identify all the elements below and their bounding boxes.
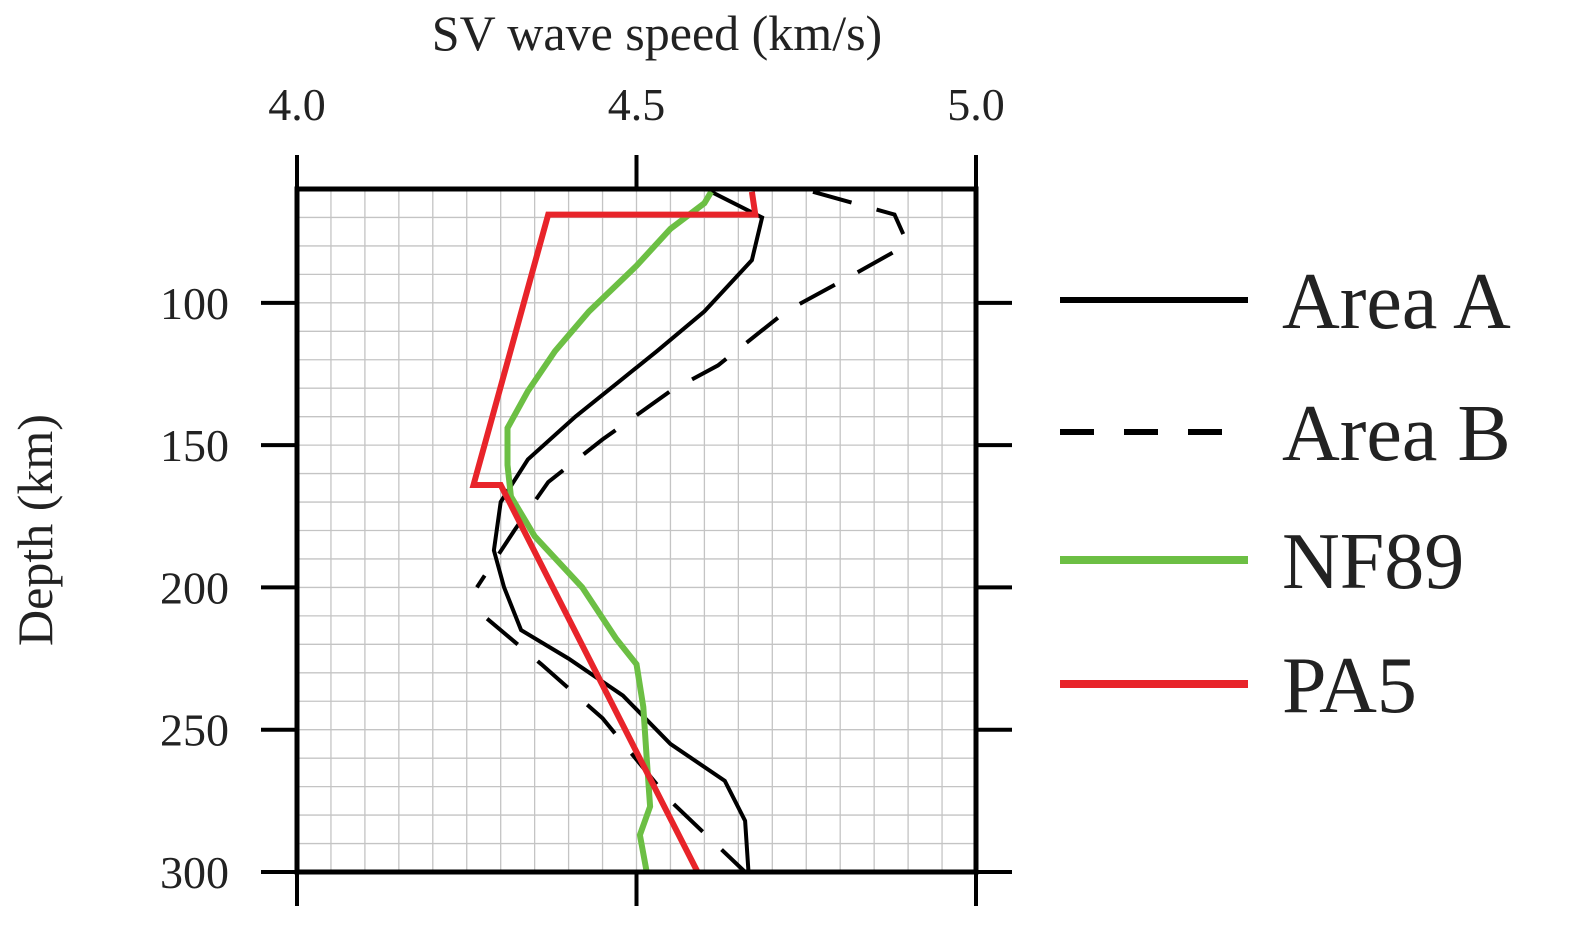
legend-label: PA5: [1282, 642, 1417, 730]
legend-label: Area B: [1282, 390, 1511, 478]
y-tick-label: 150: [160, 420, 229, 471]
y-axis-title: Depth (km): [7, 414, 63, 646]
series-line-area-b: [475, 189, 907, 874]
x-tick-label: 5.0: [947, 79, 1005, 130]
x-axis-title: SV wave speed (km/s): [432, 5, 882, 61]
y-tick-label: 100: [160, 278, 229, 329]
x-tick-label: 4.5: [608, 79, 666, 130]
x-tick-label: 4.0: [268, 79, 326, 130]
series-line-area-a: [491, 190, 765, 873]
grid-lines: [297, 189, 976, 872]
series-line-pa5: [469, 191, 759, 874]
legend-label: NF89: [1282, 518, 1464, 606]
axis-ticks: 4.0 4.5 5.0 100 150 200 250 300: [160, 79, 1012, 906]
series-line-nf89: [504, 190, 714, 873]
y-tick-label: 300: [160, 847, 229, 898]
legend: Area A Area B NF89 PA5: [1060, 258, 1511, 730]
y-tick-label: 250: [160, 705, 229, 756]
series-lines: [469, 189, 907, 874]
y-tick-label: 200: [160, 562, 229, 613]
legend-label: Area A: [1282, 258, 1511, 346]
